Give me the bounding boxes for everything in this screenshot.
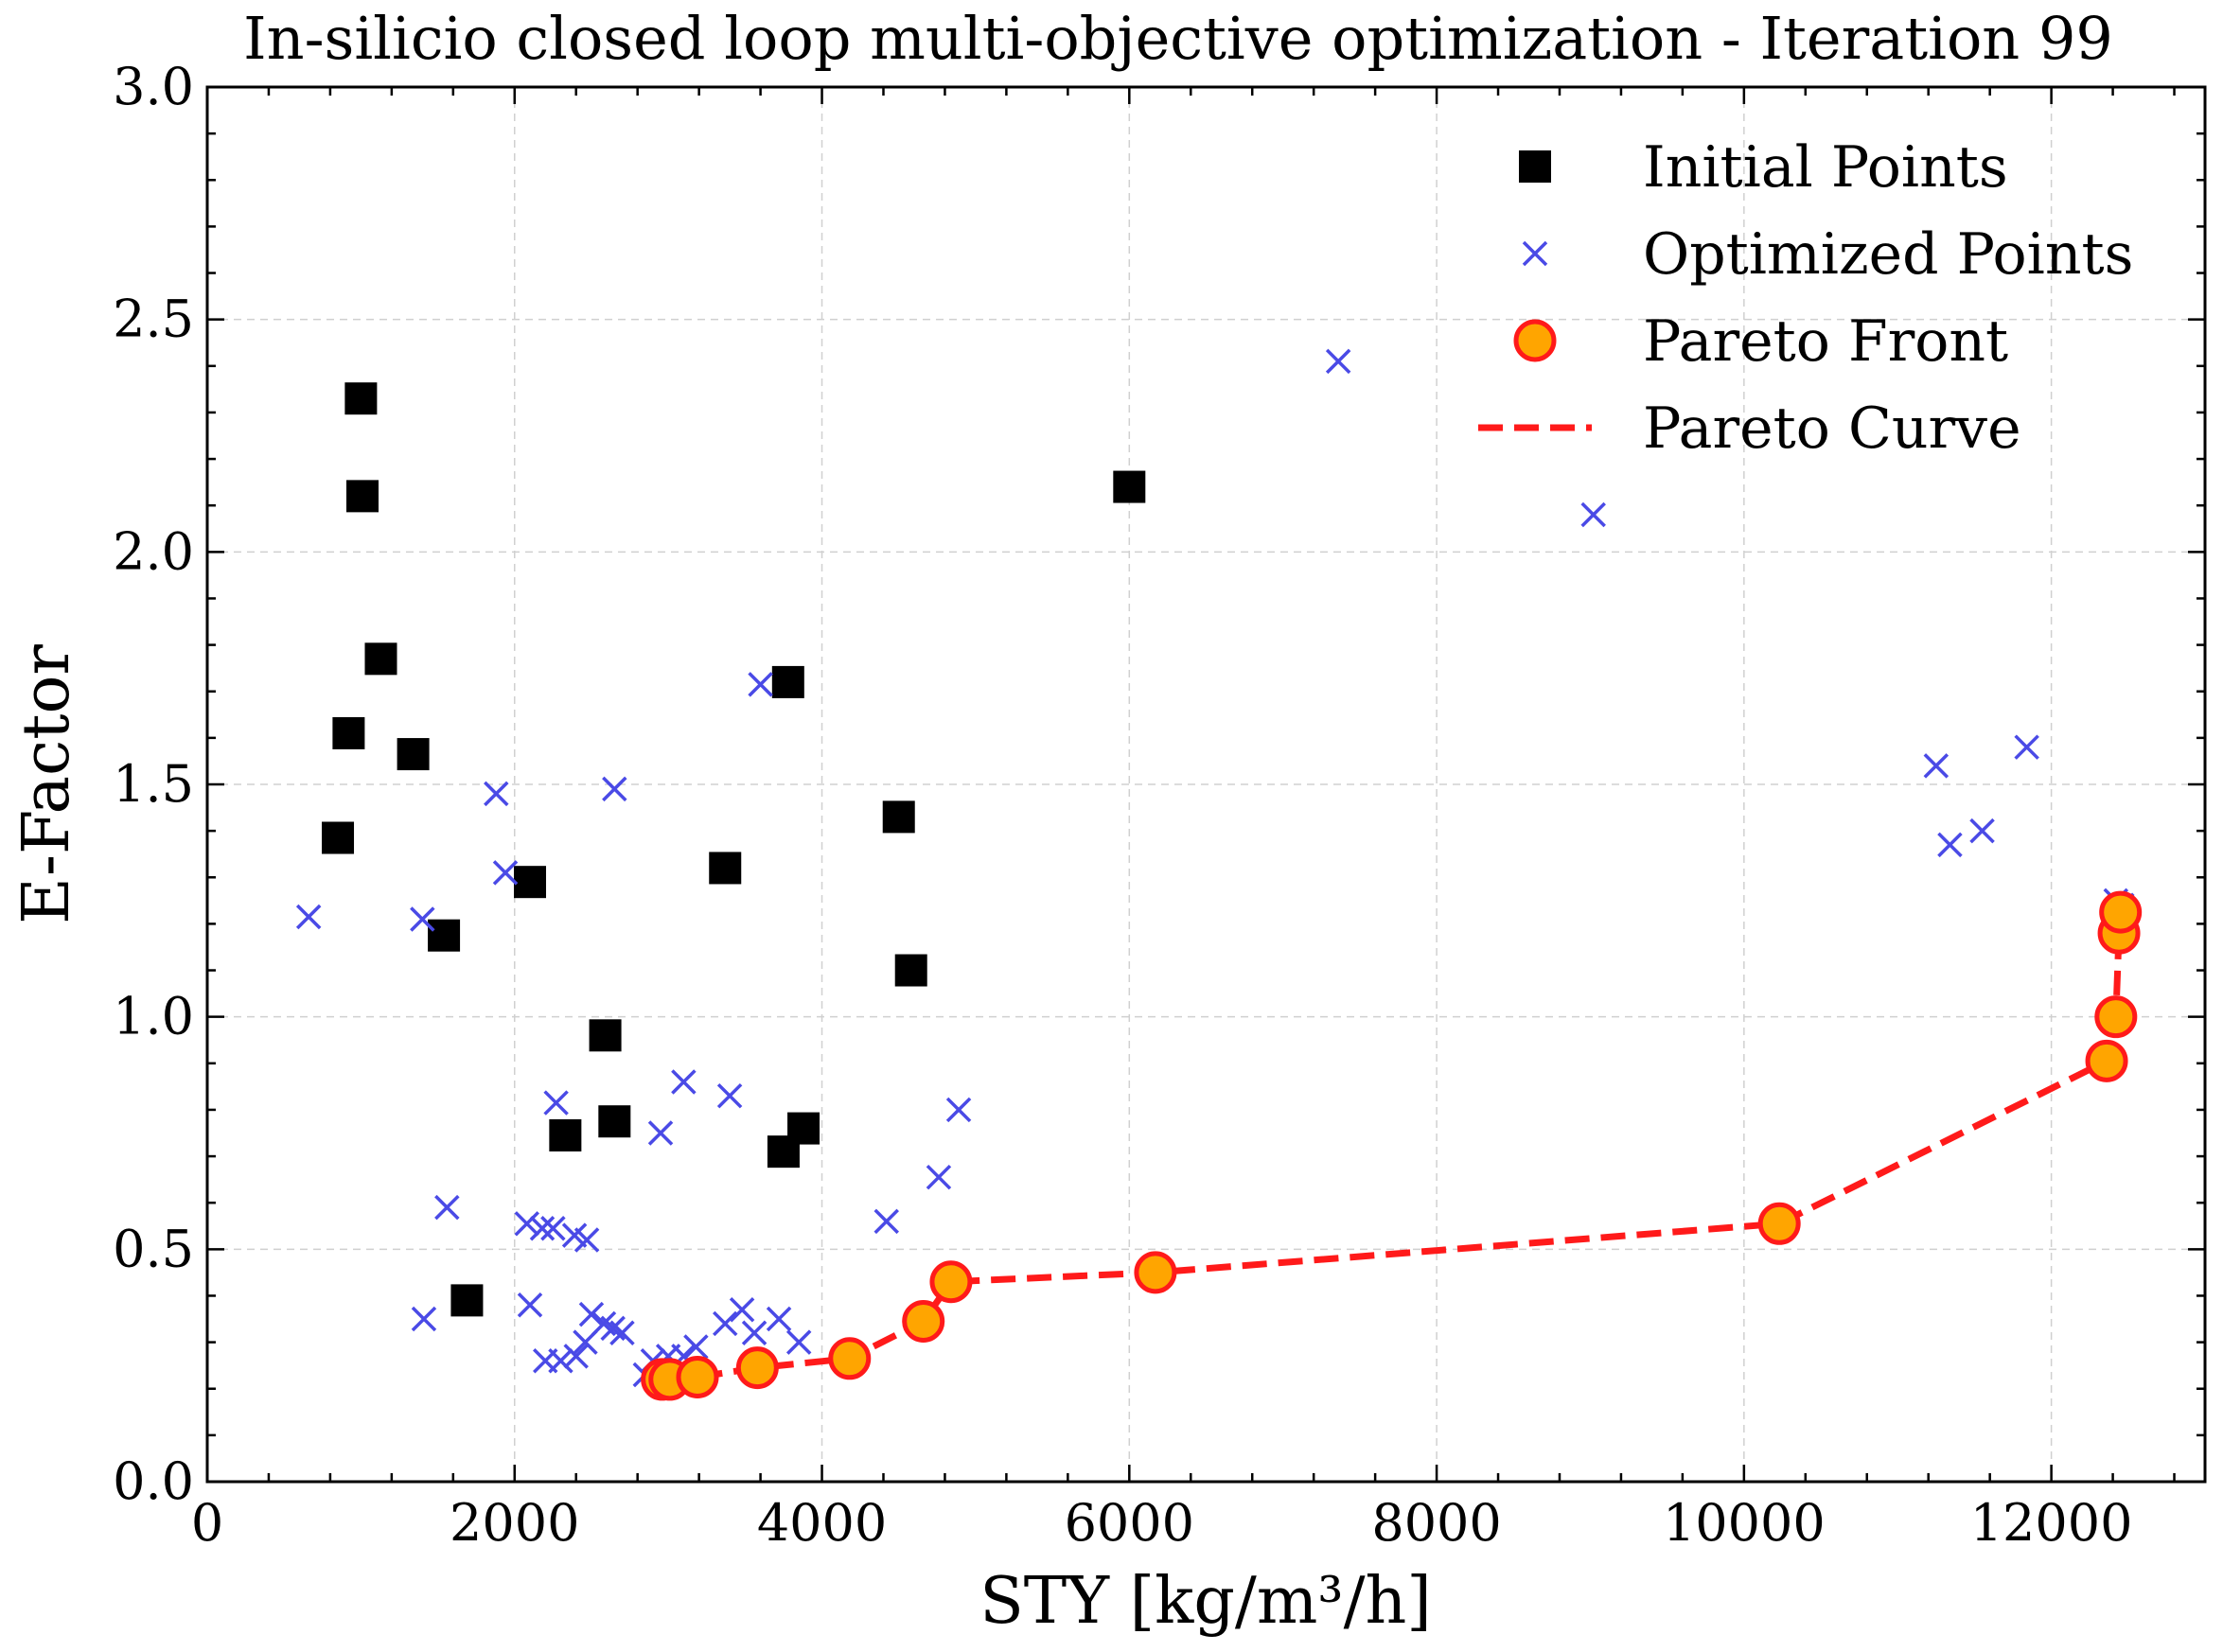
initial-point <box>428 919 461 952</box>
initial-point <box>332 716 365 749</box>
y-tick-label: 0.5 <box>113 1219 194 1278</box>
optimized-point <box>410 906 435 932</box>
legend-marker-optimized <box>1522 240 1548 267</box>
ticks <box>205 85 2205 1484</box>
optimized-point <box>517 1292 543 1318</box>
optimized-point <box>741 1320 767 1346</box>
x-tick-labels: 0 2000 4000 6000 8000 10000 12000 <box>191 1493 2133 1553</box>
y-tick-label: 3.0 <box>113 57 194 116</box>
optimized-point <box>492 860 519 886</box>
initial-point <box>549 1118 582 1151</box>
pareto-curve-line <box>662 911 2125 1383</box>
optimized-point <box>484 781 509 807</box>
legend-label: Optimized Points <box>1643 221 2133 288</box>
pareto-front-point <box>2094 995 2138 1039</box>
optimized-point <box>1937 832 1963 858</box>
y-tick-label: 0.0 <box>113 1451 194 1511</box>
optimized-point <box>945 1097 972 1123</box>
initial-point <box>787 1112 820 1145</box>
initial-point <box>397 738 430 771</box>
initial-point <box>771 665 804 698</box>
x-tick-label: 6000 <box>1065 1493 1194 1553</box>
optimized-point <box>2014 734 2039 760</box>
y-tick-label: 1.5 <box>113 754 194 814</box>
optimized-point <box>563 1344 589 1369</box>
x-tick-label: 0 <box>191 1493 223 1553</box>
initial-point <box>1113 470 1146 503</box>
optimized-point <box>748 672 773 697</box>
optimized-point <box>1923 753 1950 779</box>
optimized-point <box>434 1194 460 1221</box>
optimized-points-layer <box>295 348 2135 1388</box>
pareto-front-point <box>1757 1202 1801 1245</box>
initial-point <box>450 1284 484 1317</box>
optimized-point <box>716 1082 743 1109</box>
optimized-point <box>609 1320 635 1346</box>
x-tick-label: 4000 <box>757 1493 887 1553</box>
pareto-curve-layer <box>662 911 2125 1383</box>
legend-label: Initial Points <box>1643 134 2008 201</box>
optimized-point <box>573 1227 600 1253</box>
optimized-point <box>785 1329 812 1355</box>
y-tick-label: 1.0 <box>113 987 194 1046</box>
initial-point <box>364 642 397 676</box>
optimized-point <box>926 1164 952 1190</box>
optimized-point <box>1325 348 1351 375</box>
pareto-front-point <box>2099 890 2143 934</box>
pareto-front-point <box>1134 1251 1177 1294</box>
optimized-point <box>729 1296 755 1323</box>
optimized-point <box>529 1215 556 1241</box>
y-tick-label: 2.0 <box>113 521 194 581</box>
legend-label: Pareto Front <box>1643 308 2008 375</box>
initial-point <box>894 954 927 987</box>
optimized-point <box>295 904 322 930</box>
initial-point <box>322 821 355 854</box>
pareto-front-point <box>902 1299 945 1343</box>
grid <box>206 86 2205 1483</box>
initial-point <box>346 480 379 513</box>
y-tick-label: 2.5 <box>113 290 194 349</box>
legend-marker-initial <box>1519 150 1551 183</box>
optimized-point <box>578 1301 605 1327</box>
x-axis-label: STY [kg/m³/h] <box>979 1564 1432 1639</box>
legend-label: Pareto Curve <box>1643 395 2021 462</box>
x-tick-label: 10000 <box>1663 1493 1826 1553</box>
initial-points-layer <box>322 382 1146 1317</box>
initial-point <box>882 800 915 834</box>
optimized-point <box>683 1334 709 1360</box>
optimized-point <box>411 1306 437 1332</box>
pareto-front-layer <box>641 890 2143 1401</box>
optimized-point <box>712 1310 738 1337</box>
initial-point <box>598 1105 631 1138</box>
pareto-front-point <box>2085 1039 2128 1082</box>
initial-point <box>589 1019 622 1052</box>
x-tick-label: 8000 <box>1371 1493 1501 1553</box>
x-tick-label: 2000 <box>450 1493 579 1553</box>
initial-point <box>344 382 378 415</box>
optimized-point <box>602 776 627 802</box>
optimized-point <box>1969 817 1995 844</box>
optimized-point <box>766 1306 792 1332</box>
optimized-point <box>540 1215 566 1241</box>
pareto-front-point <box>929 1260 973 1304</box>
chart-title: In-silicio closed loop multi-objective o… <box>243 4 2113 73</box>
optimized-point <box>873 1208 899 1235</box>
optimized-point <box>647 1120 674 1146</box>
optimized-point <box>1580 501 1606 528</box>
initial-point <box>709 852 742 885</box>
pareto-front-point <box>828 1337 872 1380</box>
optimized-point <box>548 1348 573 1374</box>
legend: Initial Points Optimized Points Pareto Fro… <box>1478 134 2133 462</box>
initial-point <box>514 866 547 899</box>
y-tick-labels: 0.0 0.5 1.0 1.5 2.0 2.5 3.0 <box>113 57 194 1511</box>
optimized-point <box>543 1090 569 1116</box>
pareto-front-point <box>676 1355 719 1398</box>
optimized-point <box>514 1211 539 1237</box>
legend-marker-pareto-front <box>1513 319 1557 362</box>
x-tick-label: 12000 <box>1970 1493 2133 1553</box>
optimized-point <box>671 1069 697 1095</box>
y-axis-label: E-Factor <box>9 644 84 924</box>
pareto-front-point <box>735 1346 779 1390</box>
